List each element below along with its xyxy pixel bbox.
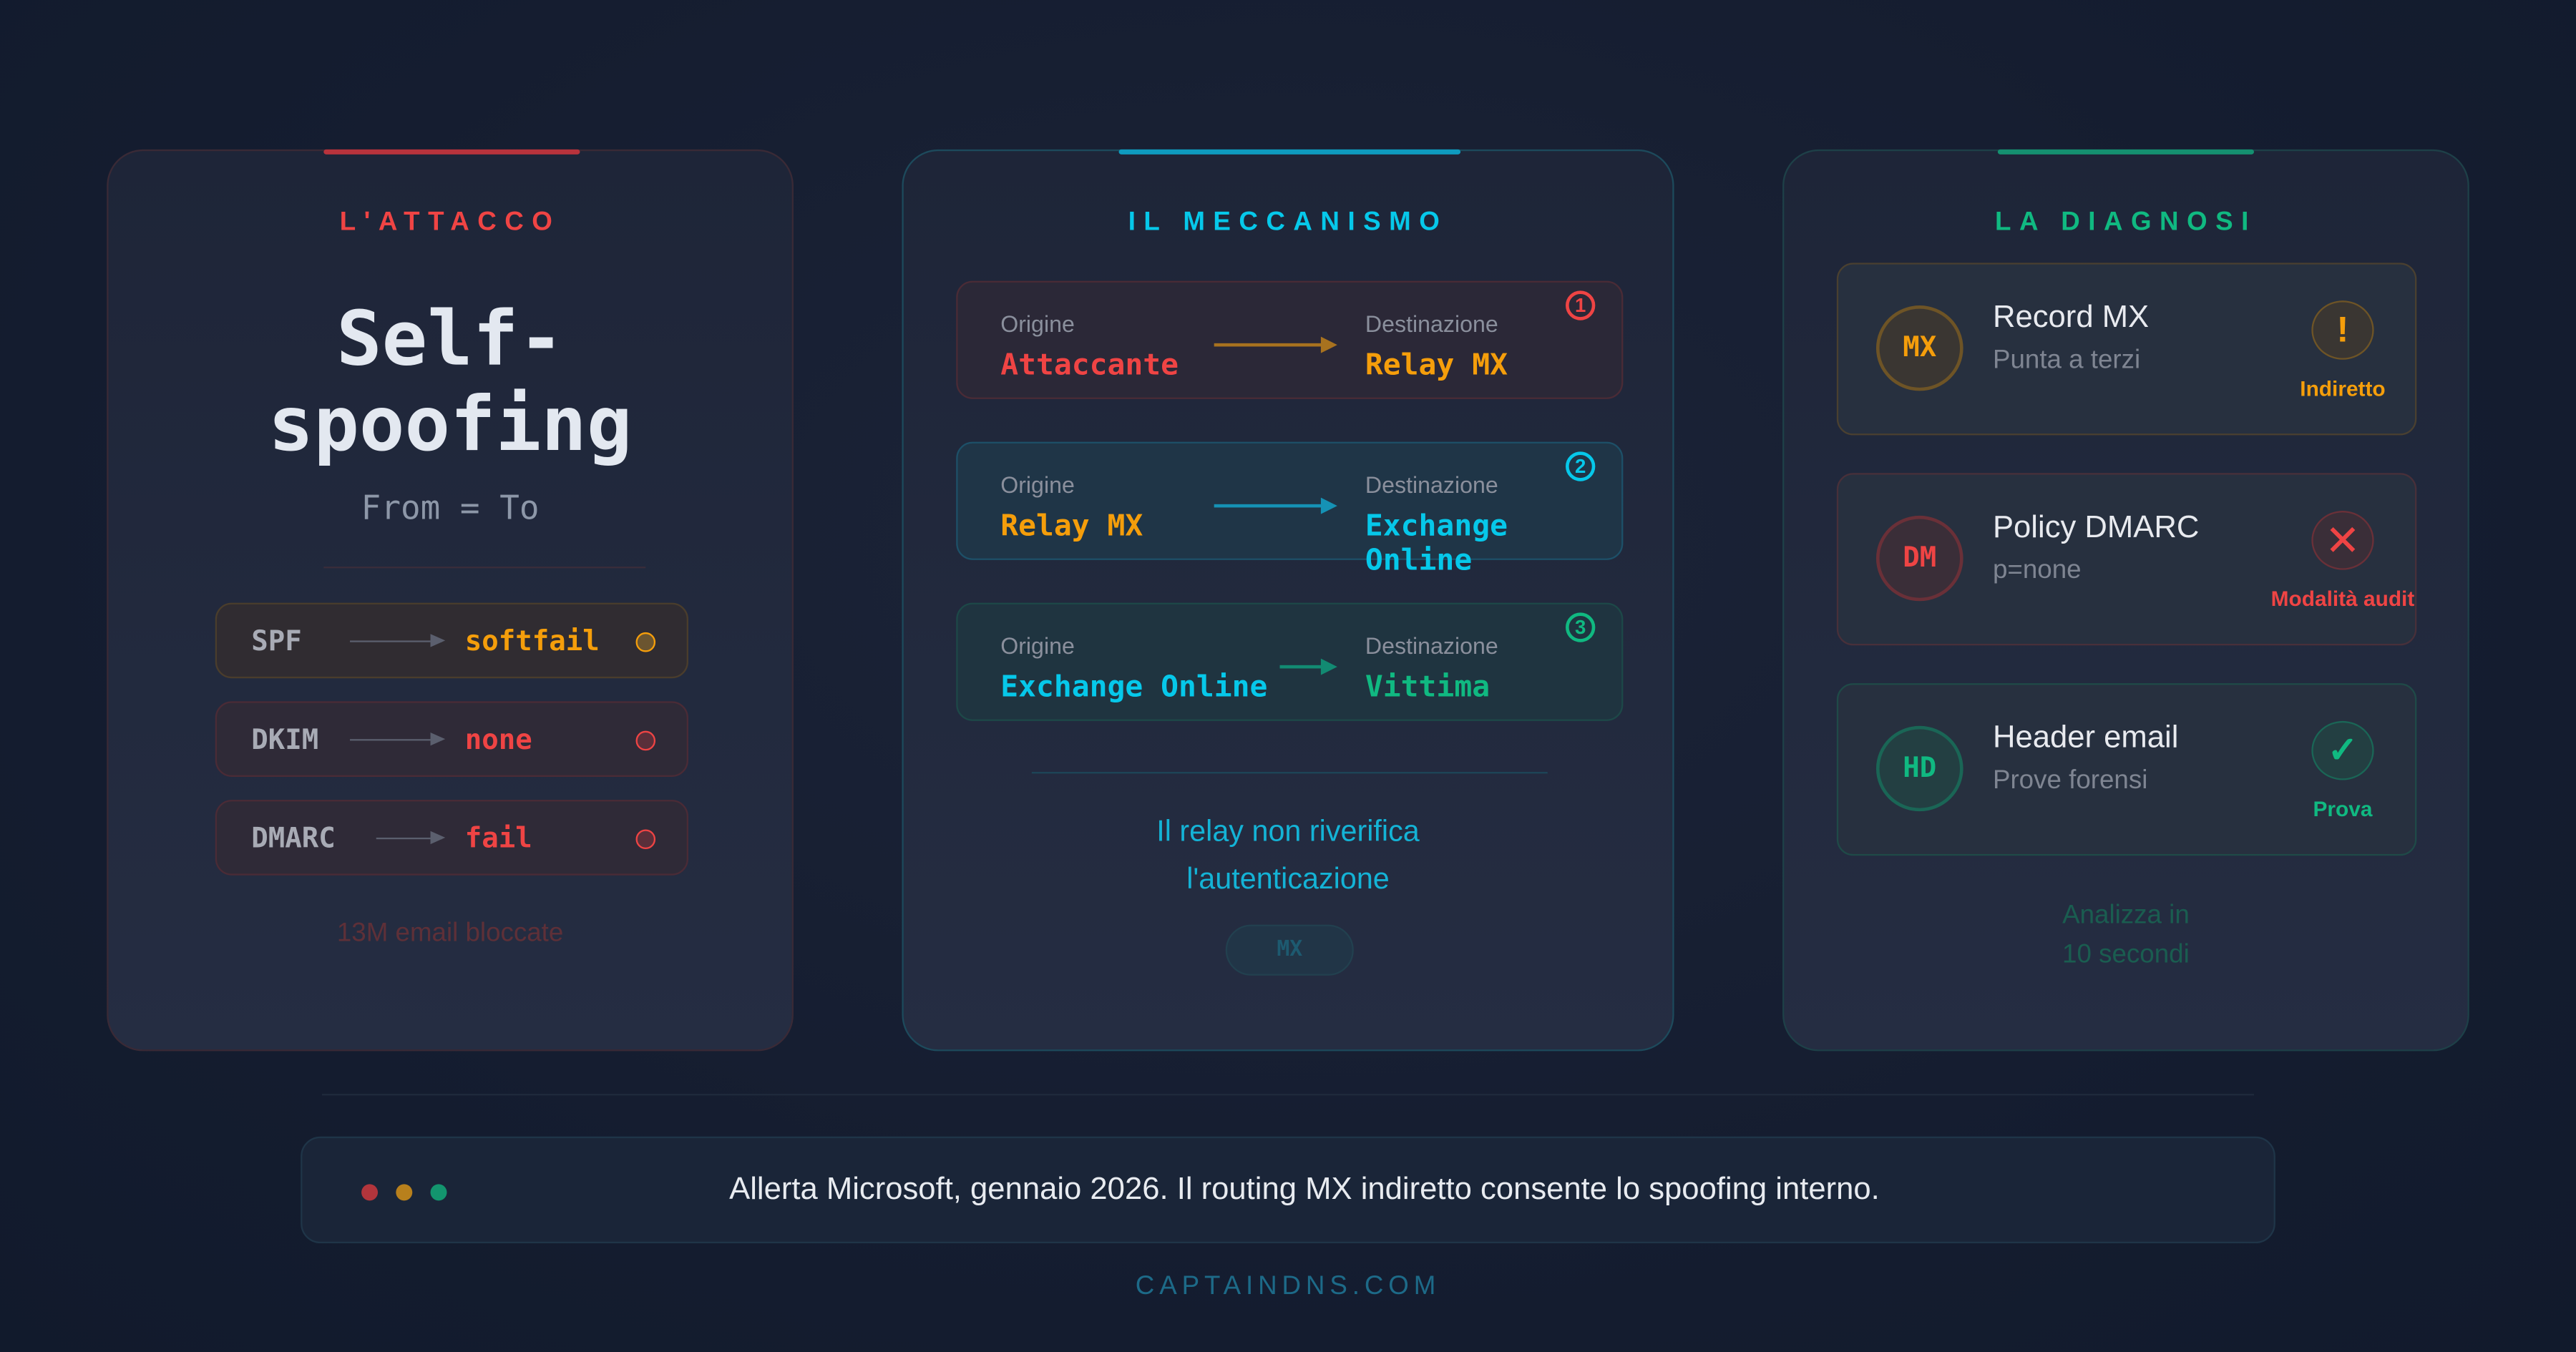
headline: Self- spoofing [109,295,792,466]
mechanism-card: IL MECCANISMO Origine Attaccante Destina… [902,149,1674,1052]
dest-label: Destinazione [1365,471,1498,498]
item-subtitle: p=none [1992,557,2082,585]
check-icon: ✓ [2311,720,2374,780]
arrow-icon [1214,336,1337,353]
arrow-icon [1214,497,1337,514]
origin-label: Origine [1000,310,1075,337]
card-title: LA DIAGNOSI [1995,208,2257,237]
dest-value: Relay MX [1365,348,1508,383]
accent-bar [1997,149,2255,155]
item-title: Policy DMARC [1992,511,2200,546]
dm-badge: DM [1875,515,1963,602]
headline-line-2: spoofing [268,379,633,469]
diag-item-dmarc: DM Policy DMARC p=none ✕ Modalità audit [1836,473,2417,646]
check-name: DMARC [251,823,336,856]
item-subtitle: Punta a terzi [1992,346,2141,375]
step-number-icon: 1 [1566,290,1596,320]
card-title: IL MECCANISMO [1128,208,1448,237]
hd-badge: HD [1875,725,1963,812]
note-line-1: Il relay non riverifica [1156,814,1420,848]
diagnosis-card: LA DIAGNOSI MX Record MX Punta a terzi !… [1782,149,2469,1052]
mx-badge: MX [1875,305,1963,391]
brand-footer: CAPTAINDNS.COM [1135,1273,1441,1301]
warning-icon: ! [2311,300,2374,360]
diag-item-header: HD Header email Prove forensi ✓ Prova [1836,683,2417,856]
accent-bar [1118,149,1461,155]
divider [1031,772,1548,774]
flow-step-3: Origine Exchange Online Destinazione Vit… [956,602,1624,721]
item-title: Record MX [1992,300,2150,335]
dest-value: Vittima [1365,670,1491,705]
origin-label: Origine [1000,471,1075,498]
check-name: DKIM [251,724,319,758]
attack-footer: 13M email bloccate [336,919,564,948]
origin-value: Relay MX [1000,509,1143,544]
headline-line-1: Self- [336,293,565,383]
arrow-icon [350,732,446,746]
dest-label: Destinazione [1365,310,1498,337]
mx-pill: MX [1225,924,1354,976]
alert-bar: Allerta Microsoft, gennaio 2026. Il rout… [301,1136,2275,1244]
check-row-dkim: DKIM none [215,701,688,777]
dest-value: Exchange Online [1365,509,1508,579]
status-dot-icon [635,730,656,751]
check-result: softfail [464,625,600,659]
status-label: Modalità audit [2270,586,2415,612]
footer-line-2: 10 secondi [2062,941,2190,969]
arrow-icon [376,831,446,845]
note-line-2: l'autenticazione [1186,862,1390,896]
red-dot-icon [361,1184,379,1201]
divider [322,1094,2255,1096]
subtitle: From = To [361,487,540,527]
check-name: SPF [251,625,302,659]
green-dot-icon [430,1184,447,1201]
yellow-dot-icon [396,1184,413,1201]
step-number-icon: 3 [1566,612,1596,642]
status-label: Prova [2313,796,2373,821]
origin-value: Exchange Online [1000,670,1268,705]
diag-item-mx: MX Record MX Punta a terzi ! Indiretto [1836,263,2417,436]
status-dot-icon [635,829,656,849]
check-row-spf: SPF softfail [215,602,688,679]
arrow-icon [350,634,446,647]
flow-step-2: Origine Relay MX Destinazione Exchange O… [956,441,1624,578]
check-result: none [464,724,532,758]
divider [323,567,646,569]
diagnosis-footer: Analizza in 10 secondi [1784,897,2467,976]
arrow-icon [1279,658,1337,675]
status-label: Indiretto [2300,376,2386,401]
alert-text: Allerta Microsoft, gennaio 2026. Il rout… [729,1172,1880,1208]
dest-label: Destinazione [1365,632,1498,659]
accent-bar [323,149,580,155]
mechanism-note: Il relay non riverifica l'autenticazione [904,808,1672,903]
origin-label: Origine [1000,632,1075,659]
card-title: L'ATTACCO [339,208,561,237]
origin-value: Attaccante [1000,348,1179,383]
item-subtitle: Prove forensi [1992,767,2148,795]
step-number-icon: 2 [1566,451,1596,481]
attack-card: L'ATTACCO Self- spoofing From = To SPF s… [107,149,794,1052]
item-title: Header email [1992,720,2179,756]
flow-step-1: Origine Attaccante Destinazione Relay MX… [956,280,1624,399]
status-dot-icon [635,632,656,652]
check-row-dmarc: DMARC fail [215,800,688,876]
footer-line-1: Analizza in [2062,901,2190,930]
x-icon: ✕ [2311,511,2374,570]
check-result: fail [464,823,532,856]
